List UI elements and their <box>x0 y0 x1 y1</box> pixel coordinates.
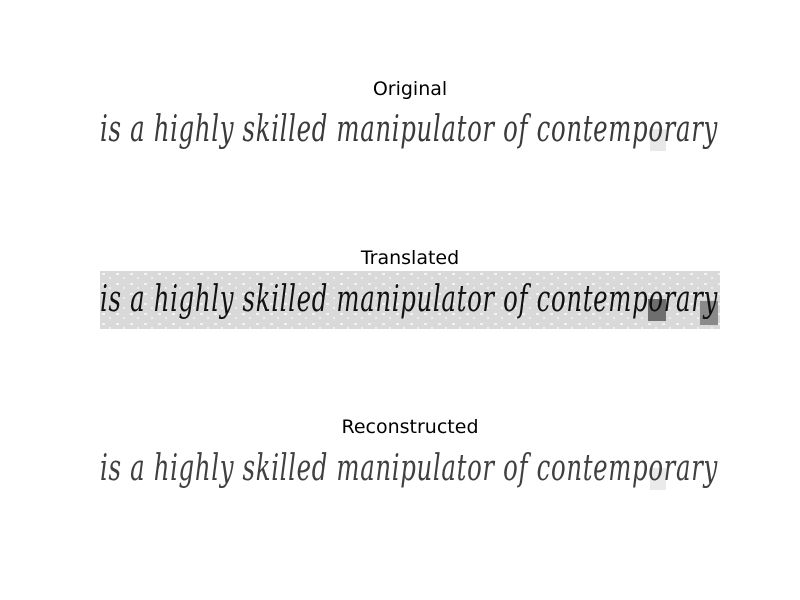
handwriting-line-translated: is a highly skilled manipulator of conte… <box>100 279 718 320</box>
handwriting-image-translated: is a highly skilled manipulator of conte… <box>100 271 720 329</box>
panel-title-original: Original <box>372 78 448 100</box>
handwriting-svg-original: is a highly skilled manipulator of conte… <box>100 101 720 159</box>
panel-title-reconstructed: Reconstructed <box>341 416 479 438</box>
handwriting-svg-reconstructed: is a highly skilled manipulator of conte… <box>100 440 720 498</box>
handwriting-line-reconstructed: is a highly skilled manipulator of conte… <box>100 448 718 489</box>
handwriting-svg-translated: is a highly skilled manipulator of conte… <box>100 271 720 329</box>
handwriting-line-original: is a highly skilled manipulator of conte… <box>100 109 718 150</box>
handwriting-image-reconstructed: is a highly skilled manipulator of conte… <box>100 440 720 498</box>
handwriting-image-original: is a highly skilled manipulator of conte… <box>100 101 720 159</box>
panel-title-translated: Translated <box>360 247 460 269</box>
